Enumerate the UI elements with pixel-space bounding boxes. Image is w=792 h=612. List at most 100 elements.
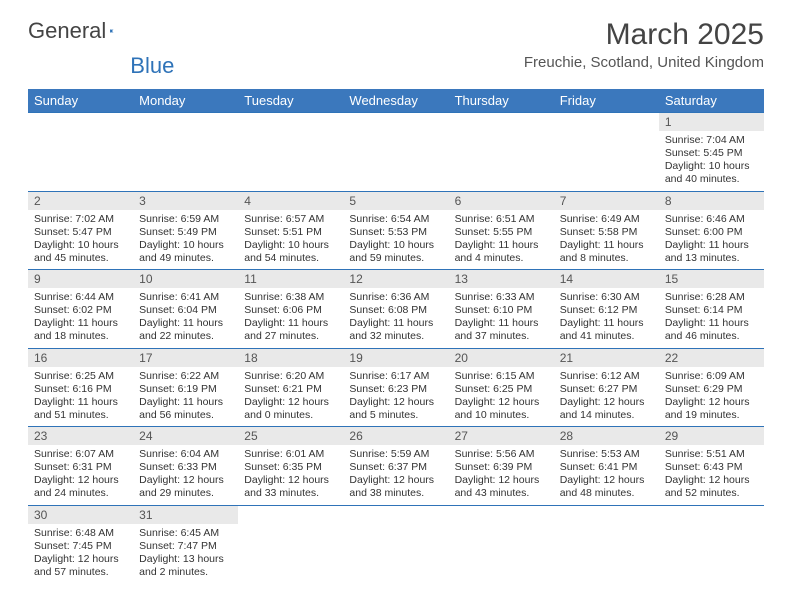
sunset-line: Sunset: 6:25 PM [455,383,548,396]
location: Freuchie, Scotland, United Kingdom [524,54,764,71]
sunrise-line: Sunrise: 6:01 AM [244,448,337,461]
daylight-line: Daylight: 12 hours and 43 minutes. [455,474,548,500]
day-info-cell: Sunrise: 6:51 AMSunset: 5:55 PMDaylight:… [449,210,554,270]
daylight-line: Daylight: 11 hours and 56 minutes. [139,396,232,422]
sunset-line: Sunset: 6:31 PM [34,461,127,474]
info-row: Sunrise: 7:04 AMSunset: 5:45 PMDaylight:… [28,131,764,191]
calendar-body: 1Sunrise: 7:04 AMSunset: 5:45 PMDaylight… [28,113,764,584]
daynum-row: 9101112131415 [28,270,764,289]
day-info-cell: Sunrise: 6:22 AMSunset: 6:19 PMDaylight:… [133,367,238,427]
sunrise-line: Sunrise: 7:04 AM [665,134,758,147]
day-info-cell: Sunrise: 6:49 AMSunset: 5:58 PMDaylight:… [554,210,659,270]
day-info-cell: Sunrise: 6:04 AMSunset: 6:33 PMDaylight:… [133,445,238,505]
day-info-cell: Sunrise: 7:04 AMSunset: 5:45 PMDaylight:… [659,131,764,191]
day-number-cell [238,505,343,524]
sunset-line: Sunset: 6:39 PM [455,461,548,474]
day-info-cell [343,524,448,584]
day-info-cell: Sunrise: 6:15 AMSunset: 6:25 PMDaylight:… [449,367,554,427]
sunrise-line: Sunrise: 6:48 AM [34,527,127,540]
day-info-cell: Sunrise: 6:12 AMSunset: 6:27 PMDaylight:… [554,367,659,427]
day-info-cell: Sunrise: 5:51 AMSunset: 6:43 PMDaylight:… [659,445,764,505]
sunrise-line: Sunrise: 6:09 AM [665,370,758,383]
day-number-cell [343,505,448,524]
day-number-cell [449,505,554,524]
day-number-cell: 1 [659,113,764,132]
daynum-row: 16171819202122 [28,348,764,367]
day-info-cell [28,131,133,191]
daylight-line: Daylight: 10 hours and 40 minutes. [665,160,758,186]
sunset-line: Sunset: 6:12 PM [560,304,653,317]
sunset-line: Sunset: 6:02 PM [34,304,127,317]
day-info-cell: Sunrise: 6:59 AMSunset: 5:49 PMDaylight:… [133,210,238,270]
day-info-cell: Sunrise: 6:25 AMSunset: 6:16 PMDaylight:… [28,367,133,427]
logo-flag-icon [110,22,115,40]
daylight-line: Daylight: 12 hours and 19 minutes. [665,396,758,422]
day-info-cell [659,524,764,584]
daylight-line: Daylight: 12 hours and 33 minutes. [244,474,337,500]
sunset-line: Sunset: 7:45 PM [34,540,127,553]
sunset-line: Sunset: 6:00 PM [665,226,758,239]
day-number-cell: 20 [449,348,554,367]
sunset-line: Sunset: 6:43 PM [665,461,758,474]
sunrise-line: Sunrise: 5:56 AM [455,448,548,461]
day-number-cell: 9 [28,270,133,289]
daylight-line: Daylight: 12 hours and 48 minutes. [560,474,653,500]
day-info-cell: Sunrise: 6:36 AMSunset: 6:08 PMDaylight:… [343,288,448,348]
sunrise-line: Sunrise: 5:51 AM [665,448,758,461]
sunset-line: Sunset: 5:55 PM [455,226,548,239]
daylight-line: Daylight: 12 hours and 10 minutes. [455,396,548,422]
day-number-cell: 6 [449,191,554,210]
day-number-cell: 8 [659,191,764,210]
daylight-line: Daylight: 12 hours and 14 minutes. [560,396,653,422]
sunrise-line: Sunrise: 6:15 AM [455,370,548,383]
day-info-cell: Sunrise: 6:45 AMSunset: 7:47 PMDaylight:… [133,524,238,584]
day-info-cell: Sunrise: 6:09 AMSunset: 6:29 PMDaylight:… [659,367,764,427]
day-info-cell: Sunrise: 5:53 AMSunset: 6:41 PMDaylight:… [554,445,659,505]
daylight-line: Daylight: 11 hours and 27 minutes. [244,317,337,343]
sunset-line: Sunset: 6:21 PM [244,383,337,396]
sunset-line: Sunset: 6:37 PM [349,461,442,474]
day-number-cell: 27 [449,427,554,446]
sunrise-line: Sunrise: 6:41 AM [139,291,232,304]
sunrise-line: Sunrise: 6:07 AM [34,448,127,461]
logo-word-2: Blue [130,53,174,79]
sunrise-line: Sunrise: 6:54 AM [349,213,442,226]
day-number-cell: 31 [133,505,238,524]
sunrise-line: Sunrise: 6:30 AM [560,291,653,304]
daylight-line: Daylight: 12 hours and 29 minutes. [139,474,232,500]
day-number-cell: 19 [343,348,448,367]
sunset-line: Sunset: 6:10 PM [455,304,548,317]
day-info-cell: Sunrise: 6:54 AMSunset: 5:53 PMDaylight:… [343,210,448,270]
day-number-cell [554,113,659,132]
sunset-line: Sunset: 5:45 PM [665,147,758,160]
calendar-table: Sunday Monday Tuesday Wednesday Thursday… [28,89,764,583]
day-number-cell: 23 [28,427,133,446]
day-number-cell: 3 [133,191,238,210]
sunset-line: Sunset: 5:53 PM [349,226,442,239]
day-info-cell: Sunrise: 6:38 AMSunset: 6:06 PMDaylight:… [238,288,343,348]
sunset-line: Sunset: 6:35 PM [244,461,337,474]
weekday-header: Saturday [659,89,764,113]
daylight-line: Daylight: 10 hours and 59 minutes. [349,239,442,265]
sunset-line: Sunset: 5:51 PM [244,226,337,239]
day-number-cell: 21 [554,348,659,367]
logo: General [28,18,136,44]
daylight-line: Daylight: 13 hours and 2 minutes. [139,553,232,579]
info-row: Sunrise: 7:02 AMSunset: 5:47 PMDaylight:… [28,210,764,270]
logo-word-1: General [28,18,106,44]
sunrise-line: Sunrise: 6:36 AM [349,291,442,304]
info-row: Sunrise: 6:25 AMSunset: 6:16 PMDaylight:… [28,367,764,427]
daylight-line: Daylight: 11 hours and 41 minutes. [560,317,653,343]
day-info-cell: Sunrise: 6:48 AMSunset: 7:45 PMDaylight:… [28,524,133,584]
day-number-cell [343,113,448,132]
day-number-cell [449,113,554,132]
day-info-cell: Sunrise: 5:56 AMSunset: 6:39 PMDaylight:… [449,445,554,505]
daylight-line: Daylight: 11 hours and 46 minutes. [665,317,758,343]
daylight-line: Daylight: 11 hours and 8 minutes. [560,239,653,265]
daynum-row: 3031 [28,505,764,524]
day-number-cell: 24 [133,427,238,446]
sunrise-line: Sunrise: 6:51 AM [455,213,548,226]
weekday-header-row: Sunday Monday Tuesday Wednesday Thursday… [28,89,764,113]
sunrise-line: Sunrise: 6:45 AM [139,527,232,540]
sunset-line: Sunset: 6:29 PM [665,383,758,396]
